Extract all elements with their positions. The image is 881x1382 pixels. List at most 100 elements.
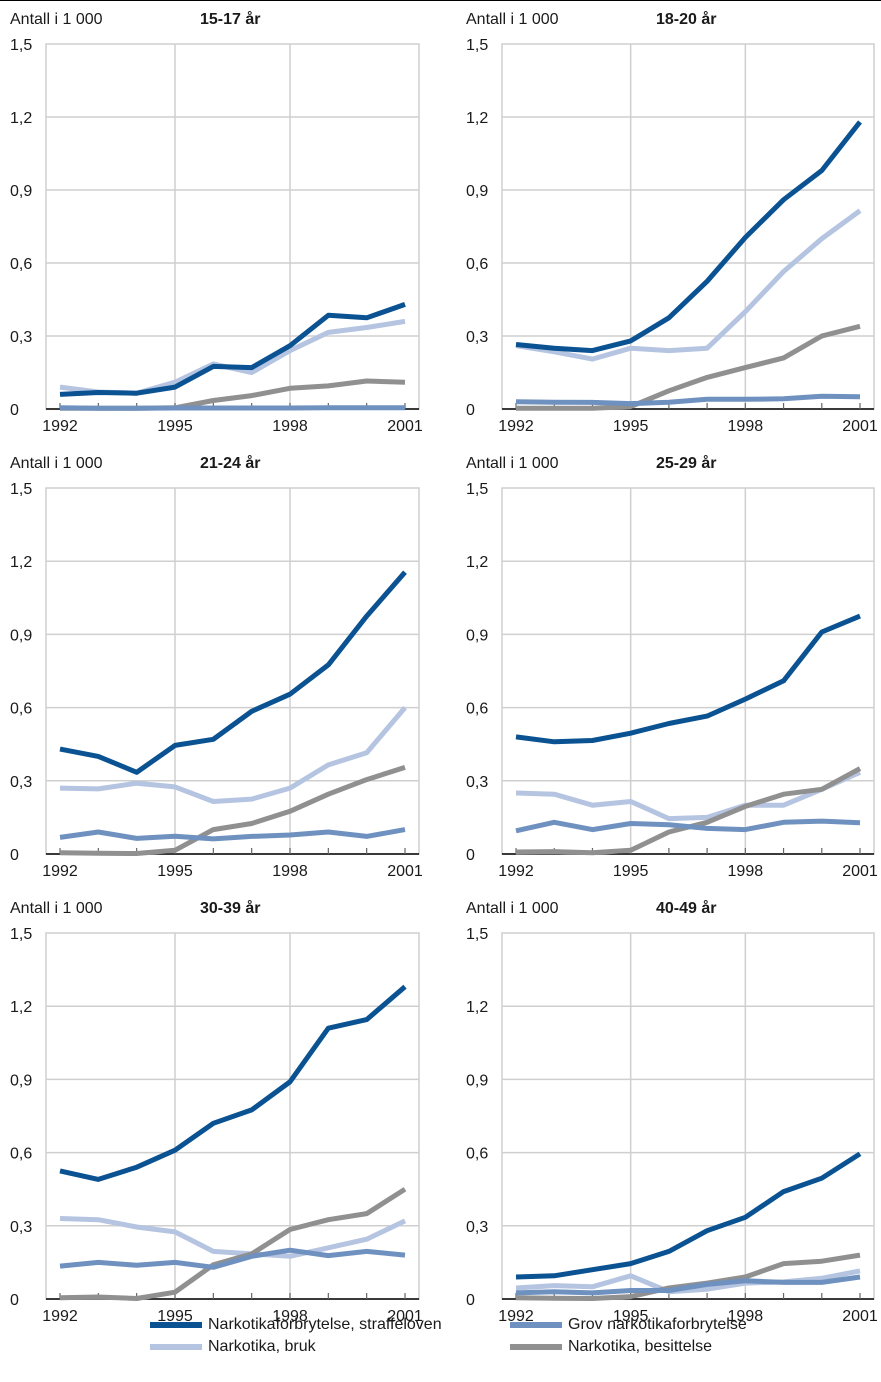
y-tick-label: 0,9 [466, 627, 488, 644]
legend-swatch-bruk [150, 1344, 202, 1350]
series-line-besittelse [516, 323, 861, 411]
x-tick-label: 1998 [728, 418, 764, 435]
y-tick-label: 0,3 [10, 774, 32, 791]
legend-swatch-narkotikaforbrytelse [150, 1322, 202, 1328]
chart-panel-6: 0 0,3 0,6 0,9 1,2 1,5 1992 1995 1998 2001 Antall i… [466, 899, 878, 1325]
x-tick-label: 1995 [613, 863, 649, 880]
x-tick-label: 1992 [42, 1308, 78, 1325]
series-line-grov [59, 827, 406, 842]
y-tick-label: 0,3 [10, 329, 32, 346]
legend-label-grov: Grov narkotikaforbrytelse [568, 1316, 747, 1333]
series-line-narkotikaforbrytelse [515, 1151, 862, 1280]
y-tick-label: 1,5 [10, 926, 32, 943]
series-line-grov [59, 405, 405, 411]
x-tick-label: 1998 [272, 863, 308, 880]
legend-item-bruk: Narkotika, bruk [150, 1336, 316, 1358]
y-tick-label: 1,2 [10, 999, 32, 1016]
y-tick-label: 1,2 [466, 999, 488, 1016]
x-tick-label: 1992 [42, 863, 78, 880]
series-line-bruk [59, 705, 407, 804]
y-tick-label: 0,6 [10, 1146, 32, 1163]
x-tick-label: 2001 [842, 1308, 878, 1325]
legend-label-bruk: Narkotika, bruk [208, 1338, 316, 1355]
x-tick-label: 1995 [613, 1308, 649, 1325]
series-line-bruk [515, 208, 862, 362]
y-tick-label: 0 [10, 1292, 19, 1309]
x-tick-label: 1998 [272, 418, 308, 435]
chart-panel-4: 0 0,3 0,6 0,9 1,2 1,5 1992 1995 1998 2001 Antall i… [466, 454, 878, 880]
legend-label-besittelse: Narkotika, besittelse [568, 1338, 713, 1355]
y-tick-label: 0,6 [466, 1146, 488, 1163]
plot-frame [501, 932, 875, 1300]
y-tick-label: 0,3 [466, 774, 488, 791]
x-tick-label: 2001 [387, 1308, 423, 1325]
y-unit-label: Antall i 1 000 [10, 11, 103, 28]
x-tick-label: 1992 [498, 1308, 534, 1325]
y-tick-label: 0,9 [10, 1072, 32, 1089]
y-tick-label: 0 [10, 847, 19, 864]
x-tick-label: 1998 [728, 1308, 764, 1325]
x-tick-label: 1995 [157, 1308, 193, 1325]
x-tick-label: 1992 [498, 863, 534, 880]
x-tick-label: 2001 [842, 418, 878, 435]
series-line-narkotikaforbrytelse [59, 302, 406, 397]
top-rule [0, 0, 881, 1]
y-tick-label: 1,2 [10, 554, 32, 571]
y-tick-label: 0,3 [10, 1219, 32, 1236]
legend-swatch-grov [510, 1322, 562, 1328]
x-tick-label: 1995 [157, 863, 193, 880]
panel-title: 30-39 år [200, 899, 261, 917]
y-tick-label: 0,6 [10, 256, 32, 273]
y-unit-label: Antall i 1 000 [10, 455, 103, 472]
y-tick-label: 1,5 [466, 926, 488, 943]
y-tick-label: 0,9 [466, 1072, 488, 1089]
series-line-grov [515, 1274, 861, 1296]
panel-title: 15-17 år [200, 10, 261, 28]
y-tick-label: 0,3 [466, 1219, 488, 1236]
y-tick-label: 1,2 [466, 110, 488, 127]
chart-legend: Narkotikaforbrytelse, straffeloven Grov … [150, 1312, 870, 1372]
plot-frame [45, 43, 420, 410]
x-tick-label: 1992 [498, 418, 534, 435]
y-tick-label: 0,3 [466, 329, 488, 346]
x-tick-label: 1998 [728, 863, 764, 880]
y-tick-label: 1,5 [10, 37, 32, 54]
series-line-narkotikaforbrytelse [515, 613, 861, 745]
legend-item-narkotikaforbrytelse: Narkotikaforbrytelse, straffeloven [150, 1314, 442, 1336]
y-tick-label: 0,9 [10, 627, 32, 644]
series-line-besittelse [59, 765, 406, 856]
series-line-narkotikaforbrytelse [515, 120, 862, 354]
y-unit-label: Antall i 1 000 [466, 900, 559, 917]
y-tick-label: 0 [10, 402, 19, 419]
chart-panel-5: 0 0,3 0,6 0,9 1,2 1,5 1992 1995 1998 2001 Antall i… [10, 899, 423, 1325]
panel-title: 25-29 år [656, 454, 717, 472]
panel-title: 18-20 år [656, 10, 717, 28]
legend-item-grov: Grov narkotikaforbrytelse [510, 1314, 747, 1336]
legend-label-narkotikaforbrytelse: Narkotikaforbrytelse, straffeloven [208, 1316, 442, 1333]
x-tick-label: 2001 [387, 863, 423, 880]
y-tick-label: 1,5 [466, 481, 488, 498]
x-tick-label: 2001 [387, 418, 423, 435]
y-tick-label: 0,6 [466, 701, 488, 718]
chart-panel-2: 0 0,3 0,6 0,9 1,2 1,5 1992 1995 1998 2001 Antall i… [466, 10, 878, 435]
x-tick-label: 1998 [272, 1308, 308, 1325]
y-tick-label: 0,9 [10, 183, 32, 200]
series-line-bruk [515, 770, 862, 822]
plot-frame [501, 487, 875, 855]
y-tick-label: 0,9 [466, 183, 488, 200]
y-tick-label: 0 [466, 1292, 475, 1309]
y-unit-label: Antall i 1 000 [10, 900, 103, 917]
chart-panel-1: 0 0,3 0,6 0,9 1,2 1,5 1992 1995 1998 2001 Antall i… [10, 10, 423, 435]
y-tick-label: 0 [466, 847, 475, 864]
legend-swatch-besittelse [510, 1344, 562, 1350]
series-line-bruk [59, 1216, 407, 1259]
y-tick-label: 0 [466, 402, 475, 419]
x-tick-label: 2001 [842, 863, 878, 880]
y-tick-label: 0,6 [10, 701, 32, 718]
y-unit-label: Antall i 1 000 [466, 11, 559, 28]
x-tick-label: 1992 [42, 418, 78, 435]
series-line-narkotikaforbrytelse [59, 984, 407, 1182]
y-tick-label: 0,6 [466, 256, 488, 273]
